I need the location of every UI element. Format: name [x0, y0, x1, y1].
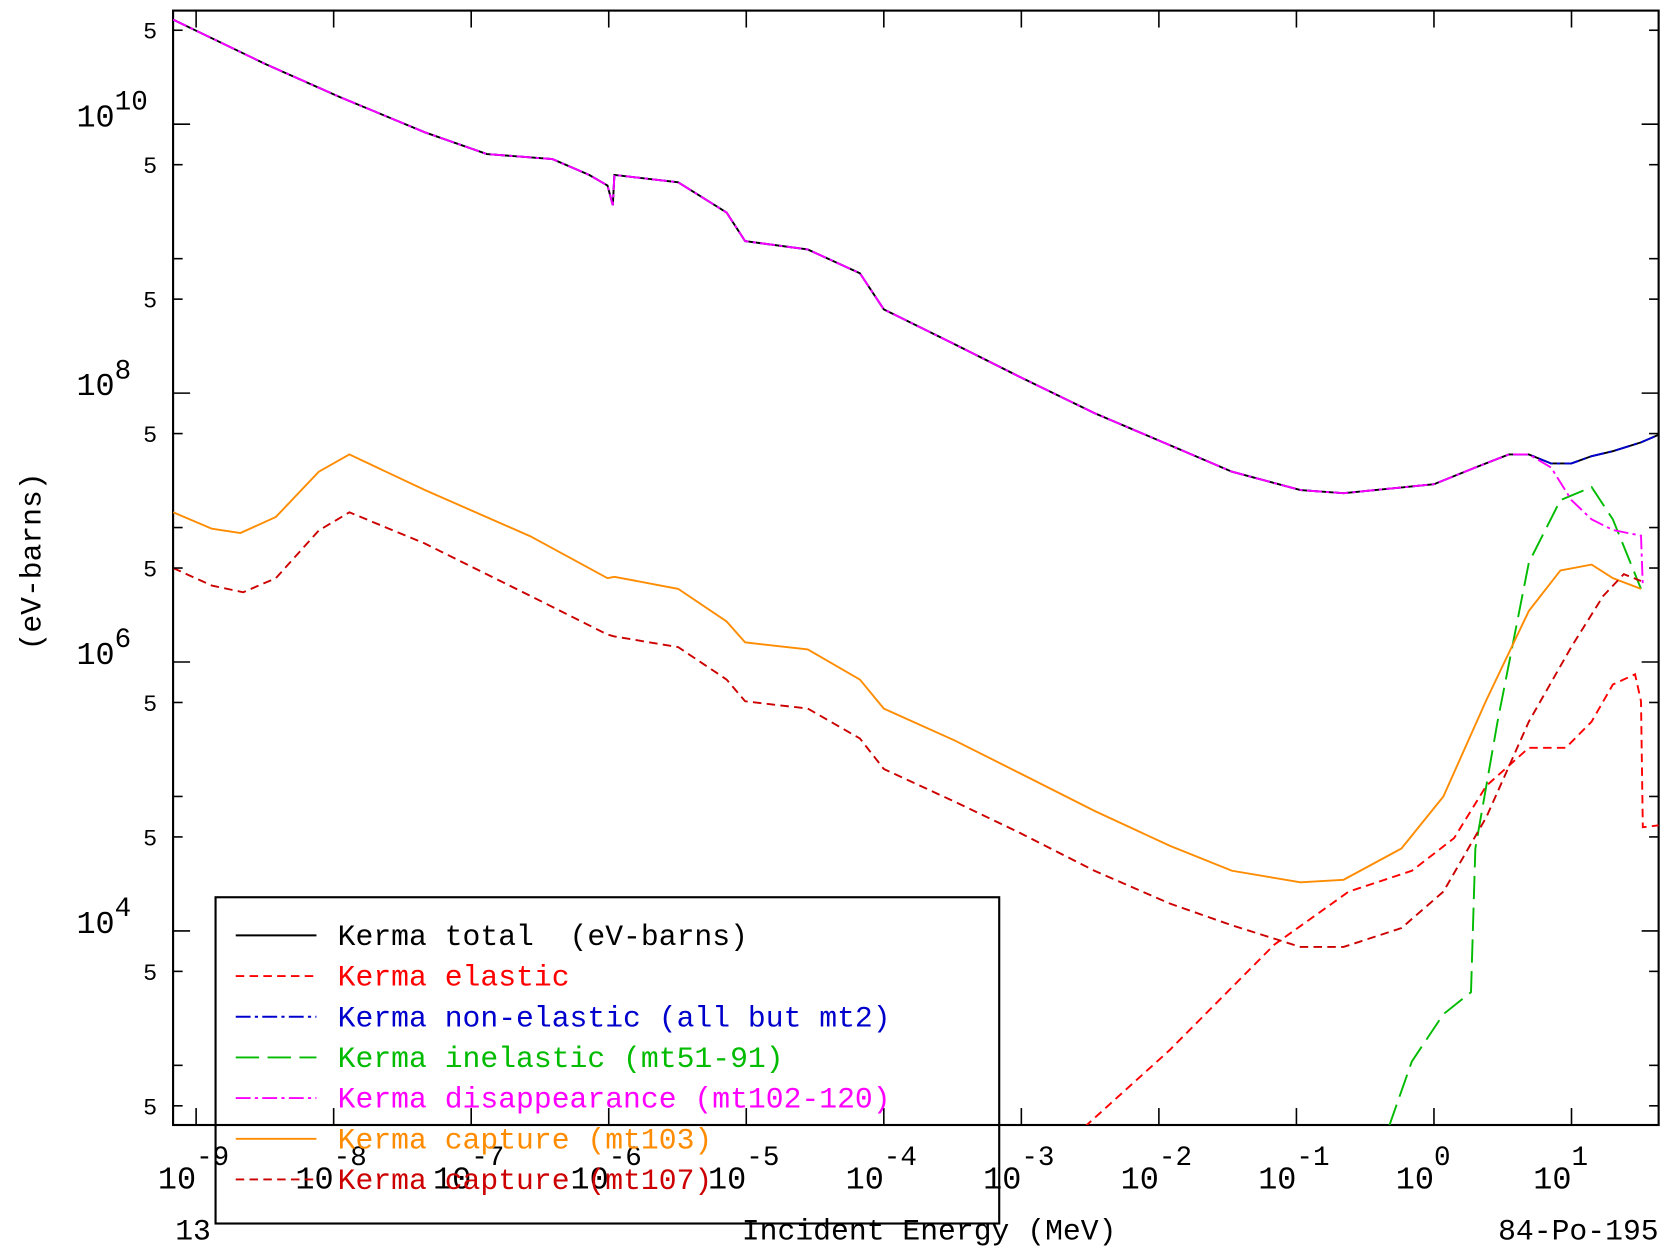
y-tick-label: 5	[143, 1096, 157, 1122]
x-tick-exponent: 0	[1434, 1143, 1451, 1174]
legend-box	[214, 896, 1001, 1225]
corner-right-label: 84-Po-195	[1498, 1214, 1659, 1248]
y-tick-label: 5	[143, 424, 157, 450]
x-tick-exponent: -5	[746, 1143, 779, 1174]
legend-label: Kerma total (eV-barns)	[338, 920, 748, 954]
y-tick-label: 10	[76, 100, 114, 136]
y-tick-label: 5	[143, 962, 157, 988]
legend-label: Kerma elastic	[338, 961, 570, 995]
series-line	[1085, 672, 1659, 1125]
x-tick-exponent: -3	[1021, 1143, 1054, 1174]
legend-label: Kerma capture (mt107)	[338, 1164, 713, 1198]
series-line	[173, 18, 1644, 586]
x-axis-label: Incident Energy (MeV)	[742, 1214, 1117, 1248]
x-tick-label: 10	[983, 1163, 1021, 1199]
x-tick-exponent: -8	[334, 1143, 367, 1174]
x-tick-label: 10	[1533, 1163, 1571, 1199]
legend-label: Kerma disappearance (mt102-120)	[338, 1083, 891, 1117]
x-tick-label: 10	[295, 1163, 333, 1199]
x-tick-exponent: -2	[1159, 1143, 1192, 1174]
x-tick-label: 10	[433, 1163, 471, 1199]
y-tick-exponent: 6	[115, 625, 132, 656]
y-tick-exponent: 8	[115, 356, 132, 387]
x-tick-label: 10	[1396, 1163, 1434, 1199]
y-tick-label: 5	[143, 559, 157, 585]
x-tick-exponent: -6	[609, 1143, 642, 1174]
y-tick-label: 5	[143, 155, 157, 181]
y-tick-label: 10	[76, 907, 114, 943]
y-tick-exponent: 10	[115, 87, 148, 118]
y-tick-label: 5	[143, 21, 157, 47]
corner-left-label: 13	[175, 1214, 211, 1248]
y-axis-label: (eV-barns)	[15, 472, 49, 650]
y-tick-exponent: 4	[115, 894, 132, 925]
y-tick-label: 5	[143, 290, 157, 316]
x-tick-exponent: -9	[196, 1143, 229, 1174]
series-line	[173, 18, 1659, 495]
x-tick-exponent: 1	[1572, 1143, 1589, 1174]
legend-label: Kerma capture (mt103)	[338, 1123, 713, 1157]
series-line	[173, 18, 1659, 495]
y-tick-label: 5	[143, 827, 157, 853]
x-tick-label: 10	[571, 1163, 609, 1199]
y-tick-label: 5	[143, 693, 157, 719]
x-tick-exponent: -7	[471, 1143, 504, 1174]
legend-label: Kerma non-elastic (all but mt2)	[338, 1001, 891, 1035]
x-tick-exponent: -1	[1296, 1143, 1329, 1174]
x-tick-label: 10	[708, 1163, 746, 1199]
y-tick-label: 10	[76, 369, 114, 405]
series-line	[1388, 485, 1642, 1125]
series-line	[173, 511, 1642, 948]
x-tick-label: 10	[846, 1163, 884, 1199]
x-tick-label: 10	[158, 1163, 196, 1199]
x-tick-exponent: -4	[884, 1143, 917, 1174]
x-tick-label: 10	[1258, 1163, 1296, 1199]
y-tick-label: 10	[76, 638, 114, 674]
x-tick-label: 10	[1121, 1163, 1159, 1199]
plot-frame	[172, 9, 1660, 1127]
series-line	[173, 453, 1642, 884]
legend-label: Kerma inelastic (mt51-91)	[338, 1042, 784, 1076]
curves	[173, 18, 1659, 1125]
